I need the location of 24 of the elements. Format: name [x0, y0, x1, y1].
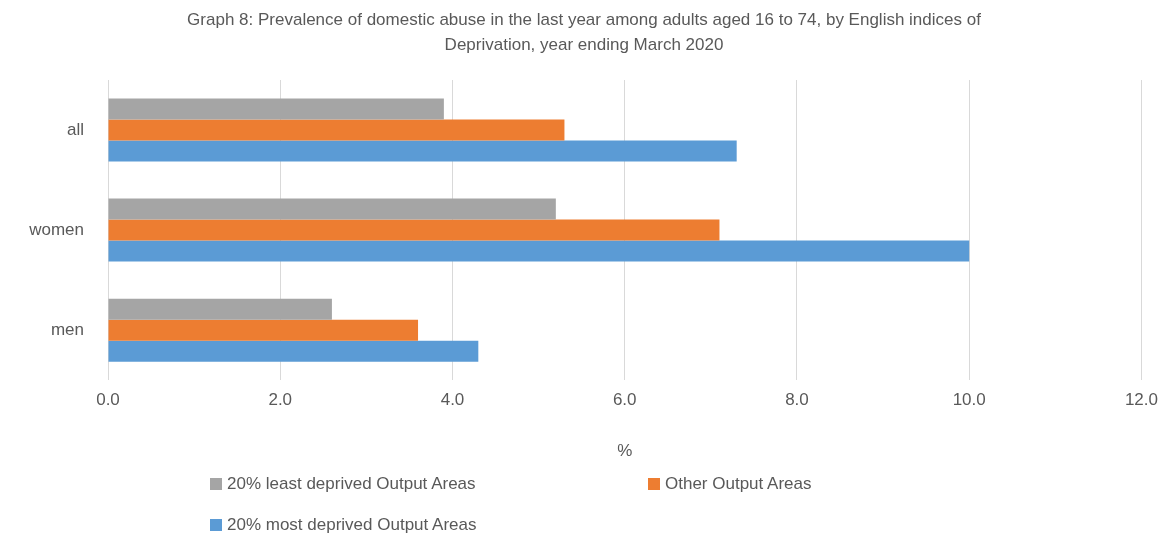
bar — [108, 298, 332, 320]
x-tick-label: 10.0 — [952, 390, 986, 410]
bar — [108, 198, 556, 220]
bar — [108, 219, 720, 241]
chart-title: Graph 8: Prevalence of domestic abuse in the last year among adults aged 16 to 74, by English indices of Deprivation, year ending March 2020 — [186, 9, 982, 56]
y-tick-label: all — [66, 119, 84, 139]
bar — [108, 240, 970, 262]
bar — [108, 140, 737, 162]
x-tick-label: 4.0 — [440, 390, 465, 410]
x-axis-title: % — [617, 441, 633, 461]
bar — [108, 319, 419, 341]
bar — [108, 119, 565, 141]
y-tick-label: men — [50, 319, 84, 339]
legend-label: 20% least deprived Output Areas — [227, 473, 476, 495]
legend-label: Other Output Areas — [665, 473, 812, 495]
x-tick-label: 8.0 — [785, 390, 809, 410]
x-tick-label: 6.0 — [612, 390, 637, 410]
bar — [108, 98, 444, 120]
legend-label: 20% most deprived Output Areas — [227, 514, 477, 536]
x-tick-label: 12.0 — [1124, 390, 1158, 410]
bar — [108, 340, 479, 362]
y-tick-label: women — [28, 219, 84, 239]
x-tick-label: 0.0 — [96, 390, 120, 410]
x-tick-label: 2.0 — [268, 390, 293, 410]
